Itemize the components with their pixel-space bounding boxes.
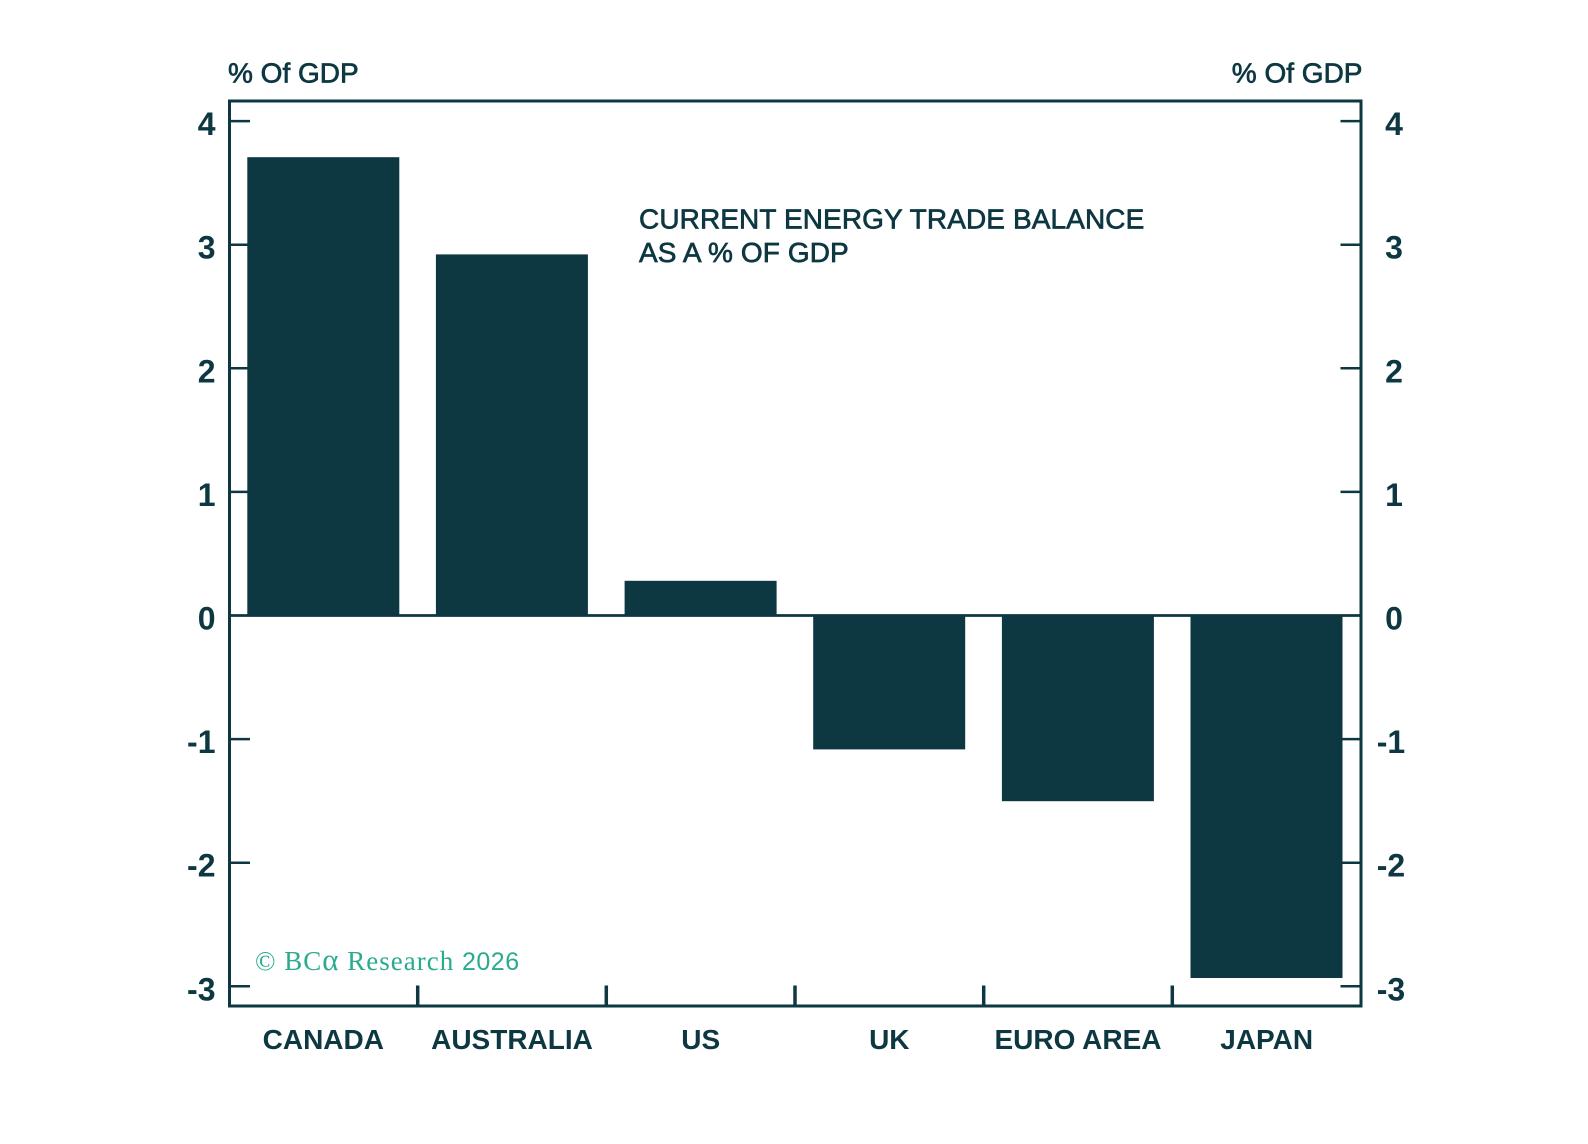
svg-text:US: US: [681, 1024, 720, 1055]
svg-text:1: 1: [1385, 477, 1403, 513]
svg-text:-1: -1: [1377, 724, 1405, 760]
svg-text:-2: -2: [187, 848, 215, 884]
svg-text:% Of GDP: % Of GDP: [1232, 58, 1363, 89]
svg-text:% Of GDP: % Of GDP: [228, 58, 359, 89]
svg-text:EURO AREA: EURO AREA: [995, 1024, 1162, 1055]
svg-text:0: 0: [198, 601, 216, 637]
svg-text:4: 4: [198, 106, 216, 142]
svg-text:CANADA: CANADA: [263, 1024, 384, 1055]
svg-text:-1: -1: [187, 724, 215, 760]
svg-text:AS A % OF GDP: AS A % OF GDP: [639, 237, 849, 268]
svg-text:2: 2: [1385, 353, 1403, 389]
svg-text:CURRENT ENERGY TRADE BALANCE: CURRENT ENERGY TRADE BALANCE: [639, 204, 1144, 235]
svg-text:UK: UK: [869, 1024, 909, 1055]
svg-text:-3: -3: [1377, 971, 1405, 1007]
svg-text:4: 4: [1385, 106, 1403, 142]
svg-text:© BCα Research 2026: © BCα Research 2026: [255, 942, 520, 977]
svg-text:-3: -3: [187, 971, 215, 1007]
svg-text:AUSTRALIA: AUSTRALIA: [431, 1024, 593, 1055]
svg-text:JAPAN: JAPAN: [1220, 1024, 1313, 1055]
svg-text:2: 2: [198, 353, 216, 389]
svg-text:0: 0: [1385, 601, 1403, 637]
svg-text:3: 3: [198, 230, 216, 266]
svg-text:1: 1: [198, 477, 216, 513]
svg-text:-2: -2: [1377, 848, 1405, 884]
svg-text:3: 3: [1385, 230, 1403, 266]
